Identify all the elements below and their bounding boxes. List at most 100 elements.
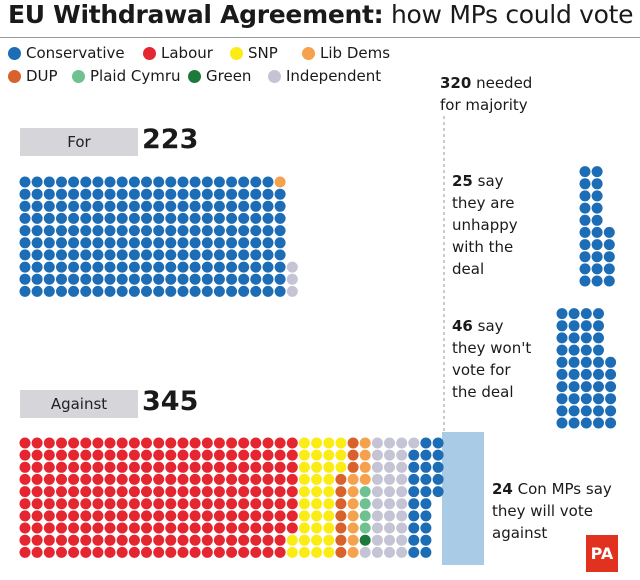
dot-conservative bbox=[408, 546, 420, 558]
dot-conservative bbox=[56, 212, 67, 224]
dot-labour bbox=[189, 449, 201, 461]
dot-labour bbox=[19, 486, 31, 498]
dot-labour bbox=[128, 546, 140, 558]
note-wont-vote-number: 46 bbox=[452, 317, 473, 335]
dot-independent bbox=[384, 534, 395, 546]
dot-labour bbox=[238, 461, 250, 473]
dot-conservative bbox=[238, 273, 250, 285]
dot-snp bbox=[323, 461, 335, 473]
dot-conservative bbox=[250, 176, 262, 188]
dot-labour bbox=[92, 486, 104, 498]
dot-conservative bbox=[128, 249, 140, 261]
dot-conservative bbox=[68, 237, 80, 249]
dot-labour bbox=[92, 498, 104, 510]
majority-number: 320 bbox=[440, 74, 472, 92]
dot-conservative bbox=[116, 237, 128, 249]
dot-conservative bbox=[591, 239, 603, 251]
dot-dup bbox=[347, 449, 359, 461]
dot-labour bbox=[68, 473, 80, 485]
dot-conservative bbox=[408, 486, 420, 498]
dot-labour bbox=[92, 534, 104, 546]
dot-conservative bbox=[274, 273, 286, 285]
dot-labour bbox=[92, 510, 104, 522]
dot-conservative bbox=[56, 285, 67, 297]
dot-conservative bbox=[593, 417, 604, 429]
dot-conservative bbox=[19, 188, 31, 200]
dot-conservative bbox=[104, 212, 116, 224]
dot-labour bbox=[153, 437, 165, 449]
dot-labour bbox=[128, 534, 140, 546]
dot-conservative bbox=[104, 261, 116, 273]
dot-labour bbox=[31, 546, 43, 558]
dot-labour bbox=[19, 473, 31, 485]
dot-labour bbox=[19, 534, 31, 546]
dot-conservative bbox=[189, 273, 201, 285]
dot-conservative bbox=[274, 200, 286, 212]
dot-conservative bbox=[189, 285, 201, 297]
note-unhappy: 25 say they are unhappy with the deal bbox=[452, 170, 518, 280]
dot-conservative bbox=[568, 344, 580, 356]
dot-conservative bbox=[250, 212, 262, 224]
dot-labour bbox=[68, 486, 80, 498]
dot-labour bbox=[141, 546, 152, 558]
dot-conservative bbox=[80, 237, 92, 249]
title-divider bbox=[0, 37, 640, 38]
dot-conservative bbox=[213, 261, 225, 273]
dot-conservative bbox=[201, 273, 213, 285]
dot-green bbox=[359, 534, 371, 546]
dot-labour bbox=[128, 486, 140, 498]
dot-labour bbox=[189, 486, 201, 498]
dot-conservative bbox=[165, 285, 177, 297]
dot-conservative bbox=[420, 486, 432, 498]
dot-labour bbox=[226, 510, 238, 522]
dot-conservative bbox=[128, 261, 140, 273]
dot-conservative bbox=[213, 212, 225, 224]
dot-snp bbox=[323, 534, 335, 546]
dot-conservative bbox=[128, 212, 140, 224]
dot-conservative bbox=[177, 188, 189, 200]
dot-labour bbox=[165, 461, 177, 473]
dot-labour bbox=[43, 461, 55, 473]
dot-conservative bbox=[141, 285, 152, 297]
dot-labour bbox=[56, 498, 67, 510]
dot-independent bbox=[396, 534, 408, 546]
dot-independent bbox=[396, 546, 408, 558]
dot-labour bbox=[262, 522, 274, 534]
dot-conservative bbox=[31, 249, 43, 261]
dot-conservative bbox=[201, 237, 213, 249]
dot-conservative bbox=[593, 405, 604, 417]
dot-labour bbox=[19, 510, 31, 522]
dot-snp bbox=[335, 437, 347, 449]
dot-labour bbox=[104, 461, 116, 473]
dot-labour bbox=[286, 461, 298, 473]
dot-conservative bbox=[92, 225, 104, 237]
dot-labour bbox=[165, 498, 177, 510]
dot-independent bbox=[384, 449, 395, 461]
dot-labour bbox=[250, 498, 262, 510]
dot-conservative bbox=[92, 249, 104, 261]
dot-labour bbox=[274, 510, 286, 522]
dot-conservative bbox=[556, 381, 568, 393]
dot-labour bbox=[165, 522, 177, 534]
dot-labour bbox=[68, 461, 80, 473]
dot-conservative bbox=[605, 381, 617, 393]
dot-conservative bbox=[580, 405, 592, 417]
dot-conservative bbox=[250, 188, 262, 200]
dot-conservative bbox=[153, 261, 165, 273]
dot-labour bbox=[43, 449, 55, 461]
dot-conservative bbox=[189, 200, 201, 212]
dot-conservative bbox=[177, 285, 189, 297]
dot-conservative bbox=[19, 285, 31, 297]
dot-conservative bbox=[43, 225, 55, 237]
dot-labour bbox=[213, 546, 225, 558]
dot-conservative bbox=[92, 212, 104, 224]
dot-labour bbox=[80, 534, 92, 546]
dot-conservative bbox=[591, 226, 603, 238]
dot-conservative bbox=[580, 381, 592, 393]
dot-snp bbox=[311, 534, 323, 546]
dot-labour bbox=[177, 534, 189, 546]
dot-labour bbox=[104, 449, 116, 461]
dot-conservative bbox=[408, 461, 420, 473]
dot-labour bbox=[141, 498, 152, 510]
dot-conservative bbox=[432, 486, 444, 498]
